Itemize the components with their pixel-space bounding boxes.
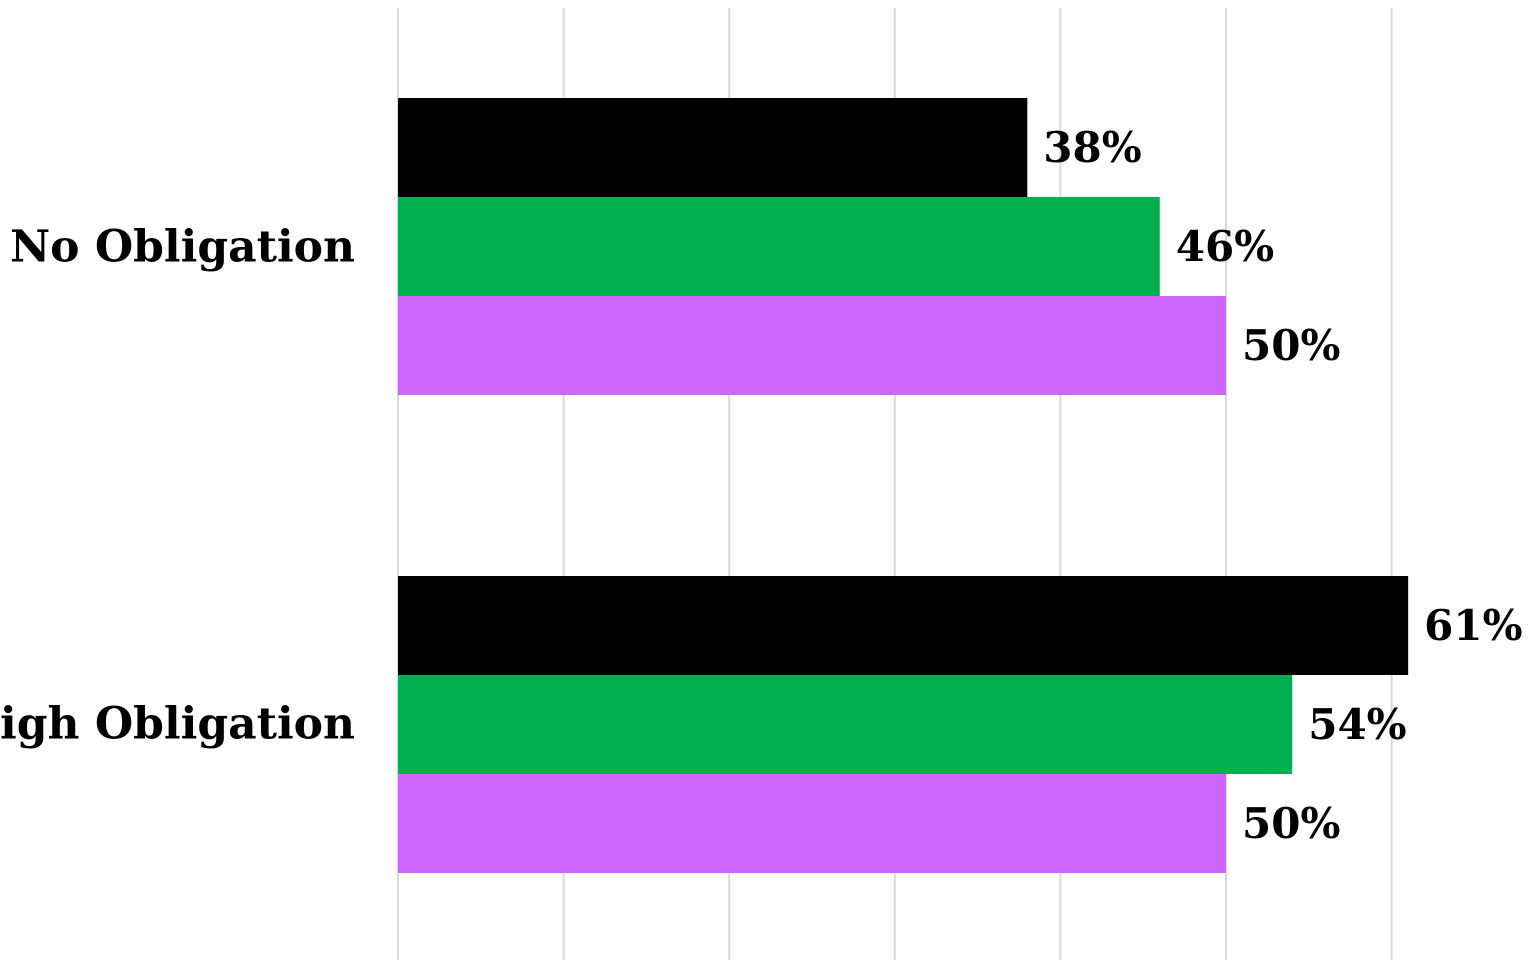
bar xyxy=(398,197,1160,296)
bar xyxy=(398,774,1226,873)
bar xyxy=(398,576,1409,675)
category-labels: No Obligation High Obligation xyxy=(0,222,355,750)
data-label: 46% xyxy=(1176,222,1274,271)
bars xyxy=(398,98,1409,873)
data-label: 54% xyxy=(1308,700,1406,749)
category-label: High Obligation xyxy=(0,699,355,750)
bar xyxy=(398,98,1028,197)
data-label: 50% xyxy=(1242,799,1340,848)
bar xyxy=(398,296,1226,395)
data-label: 61% xyxy=(1424,601,1522,650)
value-labels: 38% 46% 50% 61% 54% 50% xyxy=(1043,123,1522,848)
bar xyxy=(398,675,1293,774)
data-label: 50% xyxy=(1242,321,1340,370)
data-label: 38% xyxy=(1043,123,1141,172)
category-label: No Obligation xyxy=(10,222,355,273)
